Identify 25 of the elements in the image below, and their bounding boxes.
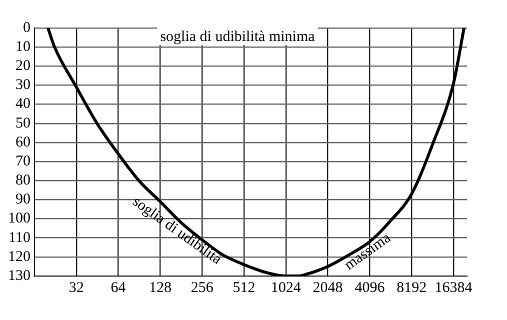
y-tick-label: 30 — [16, 77, 30, 94]
y-tick-label: 70 — [16, 153, 30, 170]
y-tick-label: 120 — [8, 248, 30, 265]
x-tick-label: 512 — [232, 280, 256, 296]
y-tick-label: 40 — [16, 96, 30, 112]
x-tick-label: 64 — [110, 280, 126, 296]
x-tick-label: 4096 — [354, 280, 386, 296]
x-tick-label: 256 — [190, 280, 214, 296]
y-tick-label: 80 — [16, 172, 30, 189]
y-tick-label: 50 — [16, 115, 30, 132]
y-tick-label: 10 — [16, 39, 30, 56]
y-tick-label: 130 — [8, 268, 30, 284]
x-tick-label: 16384 — [434, 280, 473, 296]
y-tick-label: 20 — [16, 58, 30, 74]
y-tick-label: 100 — [8, 210, 30, 227]
x-tick-label: 128 — [148, 280, 172, 296]
x-tick-label: 32 — [68, 280, 84, 296]
annotation: soglia di udibilità minima — [160, 29, 316, 46]
y-tick-label: 90 — [16, 192, 30, 208]
x-tick-label: 8192 — [396, 280, 427, 296]
x-tick-label: 2048 — [312, 280, 343, 296]
y-tick-label: 0 — [23, 20, 30, 36]
y-tick-label: 60 — [16, 134, 30, 150]
y-tick-label: 110 — [8, 230, 30, 246]
x-tick-label: 1024 — [270, 280, 302, 296]
